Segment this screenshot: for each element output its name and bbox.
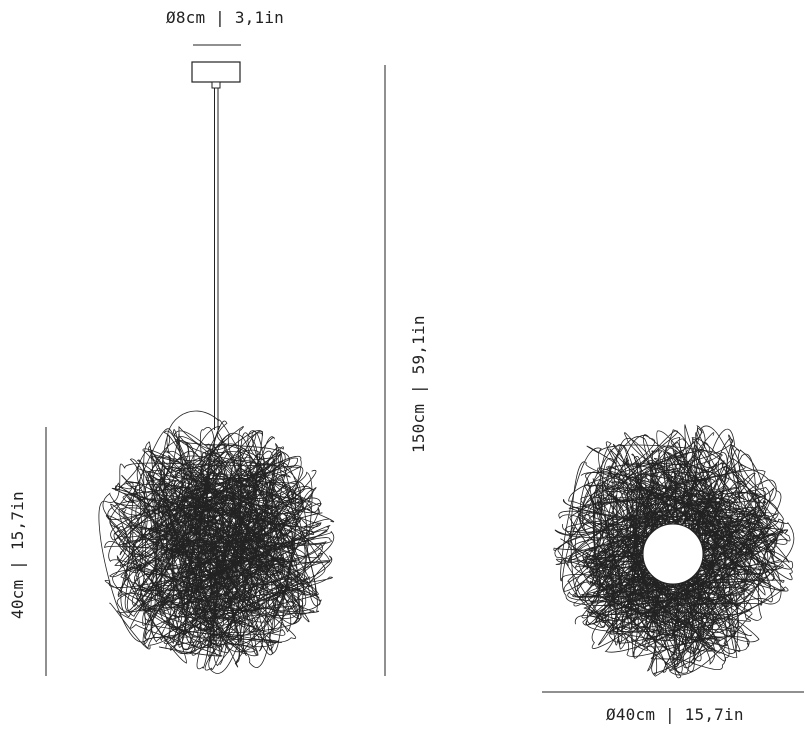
canopy-connector bbox=[211, 81, 221, 89]
wire-strand bbox=[554, 424, 790, 679]
canopy bbox=[191, 61, 241, 83]
shade-diameter-label: Ø40cm | 15,7in bbox=[606, 705, 744, 724]
wire-strand bbox=[109, 430, 327, 665]
wire-strand bbox=[105, 420, 331, 671]
shade-side-view bbox=[98, 410, 335, 674]
bottom-opening bbox=[642, 523, 704, 585]
canopy-diameter-label: Ø8cm | 3,1in bbox=[166, 8, 284, 27]
overall-height-label: 150cm | 59,1in bbox=[409, 315, 428, 453]
shade-bottom-view bbox=[553, 424, 795, 679]
shade-height-label: 40cm | 15,7in bbox=[8, 491, 27, 619]
wire-strand bbox=[102, 426, 321, 670]
